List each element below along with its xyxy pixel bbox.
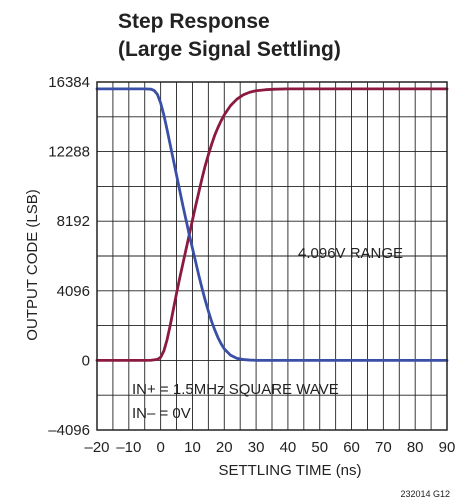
y-tick-label: 8192 bbox=[57, 213, 90, 230]
x-tick-labels: –20 –10 0 10 20 30 40 50 60 70 80 90 bbox=[84, 439, 455, 456]
y-tick-label: 16384 bbox=[48, 74, 90, 91]
range-annotation: 4.096V RANGE bbox=[298, 245, 403, 262]
x-tick-label: 0 bbox=[156, 439, 164, 456]
x-tick-label: 90 bbox=[439, 439, 456, 456]
x-tick-label: 50 bbox=[311, 439, 328, 456]
chart-title-line2: (Large Signal Settling) bbox=[118, 38, 341, 61]
y-tick-label: –4096 bbox=[48, 422, 90, 439]
chart-title-line1: Step Response bbox=[118, 10, 270, 33]
series-line-1 bbox=[95, 87, 449, 362]
x-tick-label: 70 bbox=[375, 439, 392, 456]
y-tick-label: 4096 bbox=[57, 283, 90, 300]
x-tick-label: 30 bbox=[248, 439, 265, 456]
x-tick-label: 60 bbox=[343, 439, 360, 456]
x-tick-label: 10 bbox=[184, 439, 201, 456]
plot-frame bbox=[96, 81, 448, 431]
series-group bbox=[95, 87, 449, 362]
x-tick-label: 20 bbox=[216, 439, 233, 456]
series-line-2 bbox=[95, 87, 449, 362]
x-tick-label: 80 bbox=[407, 439, 424, 456]
x-tick-label: –20 bbox=[84, 439, 109, 456]
figure-id: 232014 G12 bbox=[400, 489, 450, 499]
y-tick-labels: –4096 0 4096 8192 12288 16384 bbox=[48, 74, 90, 439]
input-minus-annotation: IN– = 0V bbox=[132, 405, 191, 422]
y-tick-label: 12288 bbox=[48, 144, 90, 161]
input-plus-annotation: IN+ = 1.5MHz SQUARE WAVE bbox=[132, 381, 339, 398]
x-tick-label: –10 bbox=[116, 439, 141, 456]
y-axis-label: OUTPUT CODE (LSB) bbox=[24, 189, 41, 340]
x-axis-label: SETTLING TIME (ns) bbox=[218, 462, 361, 479]
x-tick-label: 40 bbox=[280, 439, 297, 456]
y-tick-label: 0 bbox=[82, 352, 90, 369]
